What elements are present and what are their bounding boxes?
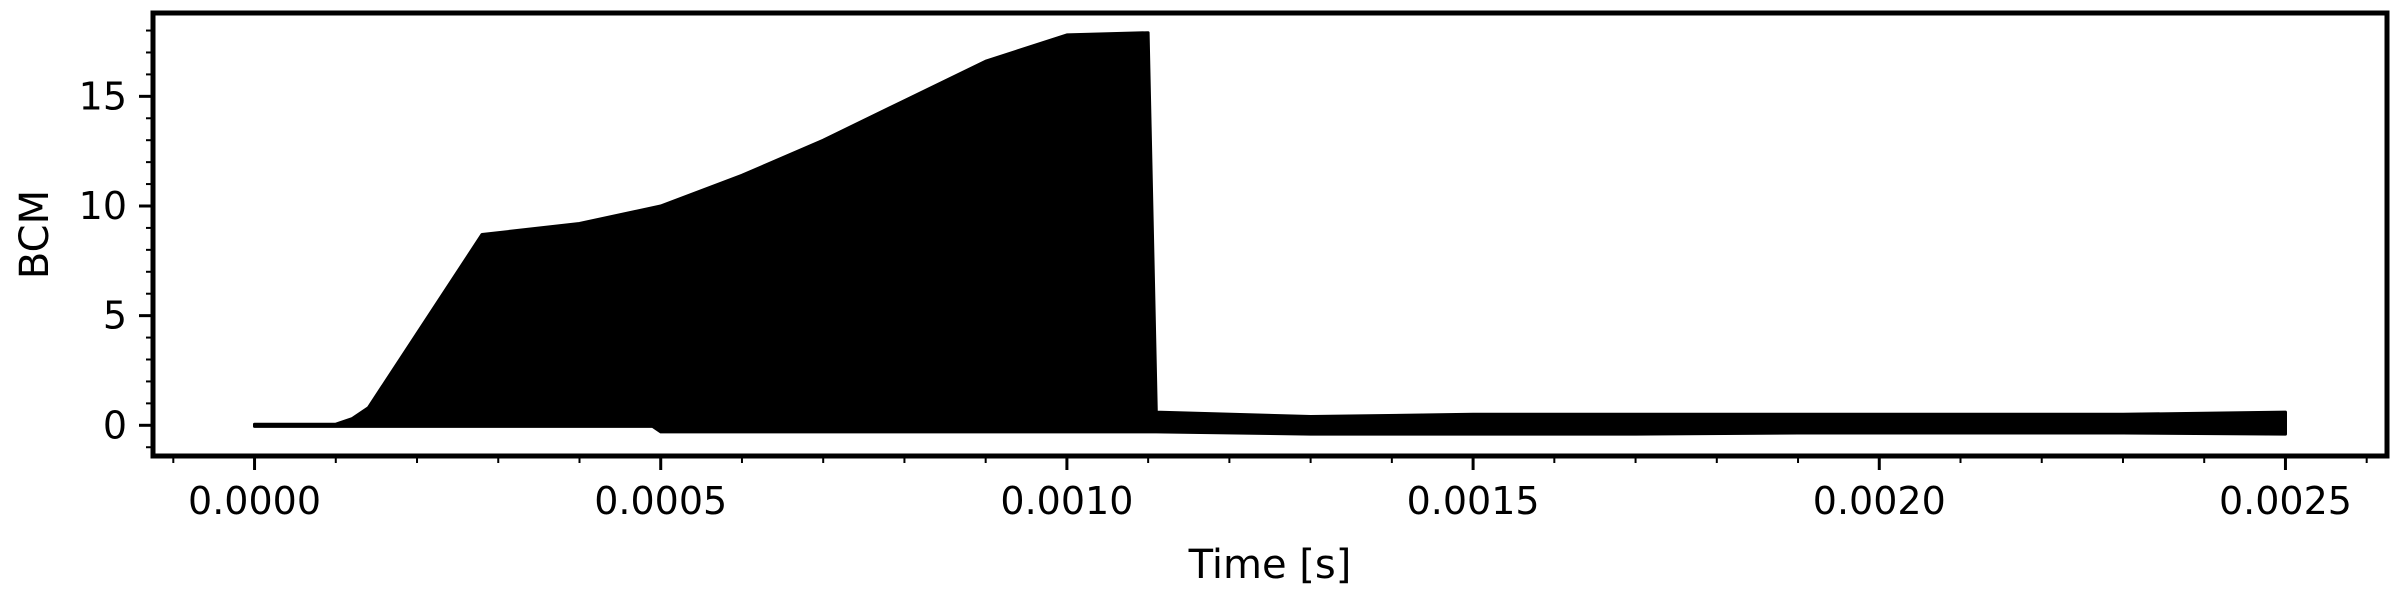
x-tick-label: 0.0015	[1407, 479, 1540, 523]
y-axis-label: BCM	[12, 190, 58, 279]
x-tick-label: 0.0005	[594, 479, 727, 523]
y-tick-label: 15	[79, 74, 127, 118]
x-axis-label: Time [s]	[1188, 542, 1352, 588]
x-axis: 0.0000 0.0005 0.0010 0.0015 0.0020 0.0025	[172, 456, 2368, 523]
y-tick-label: 5	[103, 294, 127, 338]
x-tick-label: 0.0020	[1813, 479, 1946, 523]
y-axis: 0 5 10 15	[79, 29, 153, 449]
plot-area	[253, 31, 2287, 436]
y-tick-label: 0	[103, 403, 127, 447]
plot-frame	[150, 10, 2390, 459]
x-tick-label: 0.0000	[188, 479, 321, 523]
x-tick-label: 0.0025	[2219, 479, 2352, 523]
x-tick-label: 0.0010	[1000, 479, 1133, 523]
y-tick-label: 10	[79, 184, 127, 228]
series-signal-0	[253, 31, 2287, 436]
